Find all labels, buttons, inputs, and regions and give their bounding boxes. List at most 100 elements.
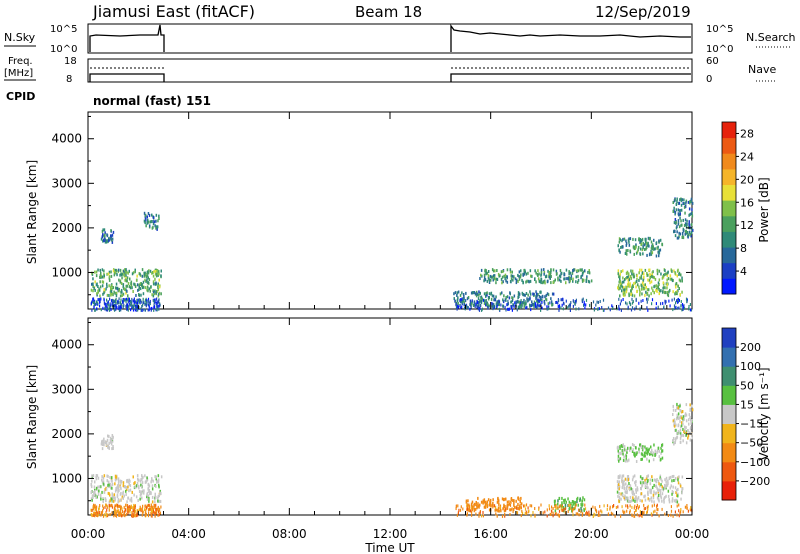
power-echo-cell xyxy=(106,285,108,289)
power-ground-cell xyxy=(142,303,144,307)
power-echo-cell xyxy=(154,272,157,276)
velocity-colorbar-swatch xyxy=(722,461,736,482)
power-echo-cell xyxy=(99,294,101,298)
velocity-echo-cell xyxy=(489,498,492,502)
power-echo-cell xyxy=(131,286,133,290)
velocity-echo-cell xyxy=(644,494,646,498)
cpid-label: CPID xyxy=(6,90,35,103)
velocity-echo-cell xyxy=(650,451,652,454)
velocity-echo-cell xyxy=(484,503,487,507)
power-ground-cell xyxy=(141,300,143,304)
velocity-echo-cell xyxy=(677,478,679,482)
power-echo-cell xyxy=(580,268,582,272)
velocity-ground-cell xyxy=(139,505,141,509)
velocity-ground-cell xyxy=(614,514,616,518)
velocity-ground-cell xyxy=(646,511,648,515)
power-echo-cell xyxy=(648,294,650,298)
velocity-ground-cell xyxy=(627,506,629,509)
power-echo-cell xyxy=(479,291,481,295)
velocity-ground-cell xyxy=(517,507,519,511)
power-echo-cell xyxy=(551,303,553,307)
power-echo-cell xyxy=(584,269,586,273)
velocity-echo-cell xyxy=(665,480,667,484)
x-tick-label: 20:00 xyxy=(574,527,609,541)
power-echo-cell xyxy=(149,224,151,228)
velocity-echo-cell xyxy=(650,491,652,495)
power-ground-cell xyxy=(566,306,568,310)
power-ground-cell xyxy=(575,298,577,302)
velocity-echo-cell xyxy=(635,488,637,492)
power-echo-cell xyxy=(626,272,628,275)
power-ground-cell xyxy=(132,308,135,312)
power-echo-cell xyxy=(137,288,139,292)
power-echo-cell xyxy=(501,291,503,295)
velocity-ground-cell xyxy=(623,511,625,515)
velocity-echo-cell xyxy=(673,418,676,422)
power-echo-cell xyxy=(627,280,630,284)
velocity-echo-cell xyxy=(477,502,479,506)
velocity-ground-cell xyxy=(569,503,571,507)
velocity-ground-cell xyxy=(542,511,544,515)
power-ground-cell xyxy=(541,300,543,304)
power-ground-cell xyxy=(133,298,135,302)
power-echo-cell xyxy=(675,285,677,289)
velocity-echo-cell xyxy=(622,483,624,487)
velocity-echo-cell xyxy=(105,443,108,447)
velocity-ground-cell xyxy=(557,506,559,510)
power-echo-cell xyxy=(524,270,526,274)
power-ground-cell xyxy=(538,304,540,308)
power-echo-cell xyxy=(519,275,522,279)
velocity-echo-cell xyxy=(571,506,573,510)
velocity-ground-cell xyxy=(118,511,120,515)
velocity-ground-cell xyxy=(466,512,468,516)
velocity-echo-cell xyxy=(688,431,691,435)
power-echo-cell xyxy=(682,202,684,205)
power-echo-cell xyxy=(111,233,114,237)
power-echo-cell xyxy=(150,220,153,223)
velocity-echo-cell xyxy=(618,491,620,495)
power-echo-cell xyxy=(572,269,574,273)
power-echo-cell xyxy=(627,283,629,287)
power-echo-cell xyxy=(473,301,476,305)
velocity-ground-cell xyxy=(131,514,133,518)
power-ground-cell xyxy=(122,305,124,309)
velocity-colorbar-swatch xyxy=(722,366,736,386)
velocity-ground-cell xyxy=(136,514,138,518)
power-ground-cell xyxy=(597,300,599,304)
velocity-ground-cell xyxy=(622,509,624,513)
velocity-echo-cell xyxy=(114,474,117,478)
velocity-ground-cell xyxy=(521,509,523,513)
power-echo-cell xyxy=(523,268,525,272)
velocity-echo-cell xyxy=(101,480,104,484)
power-ground-cell xyxy=(572,304,574,308)
velocity-echo-cell xyxy=(154,493,156,497)
power-ground-cell xyxy=(466,306,468,309)
power-echo-cell xyxy=(516,278,518,282)
power-ground-cell xyxy=(109,305,111,309)
velocity-ground-cell xyxy=(120,505,122,509)
power-echo-cell xyxy=(620,270,622,274)
power-echo-cell xyxy=(645,290,647,294)
power-echo-cell xyxy=(140,293,142,297)
power-echo-cell xyxy=(619,286,621,290)
velocity-echo-cell xyxy=(626,478,628,482)
power-echo-cell xyxy=(512,296,514,300)
power-ground-cell xyxy=(533,305,535,309)
power-echo-cell xyxy=(495,305,498,309)
velocity-echo-cell xyxy=(676,402,678,406)
velocity-echo-cell xyxy=(656,486,658,490)
velocity-ground-cell xyxy=(486,505,489,509)
power-echo-cell xyxy=(154,277,156,281)
power-echo-cell xyxy=(487,270,490,273)
power-echo-cell xyxy=(492,303,495,307)
power-echo-cell xyxy=(523,304,525,308)
velocity-echo-cell xyxy=(665,494,667,498)
power-echo-cell xyxy=(557,276,559,280)
velocity-ground-cell xyxy=(509,513,511,516)
power-ground-cell xyxy=(141,304,143,308)
velocity-ground-cell xyxy=(121,507,123,511)
velocity-echo-cell xyxy=(129,484,132,488)
velocity-echo-cell xyxy=(625,482,627,486)
power-echo-cell xyxy=(642,278,644,282)
velocity-echo-cell xyxy=(160,492,162,496)
